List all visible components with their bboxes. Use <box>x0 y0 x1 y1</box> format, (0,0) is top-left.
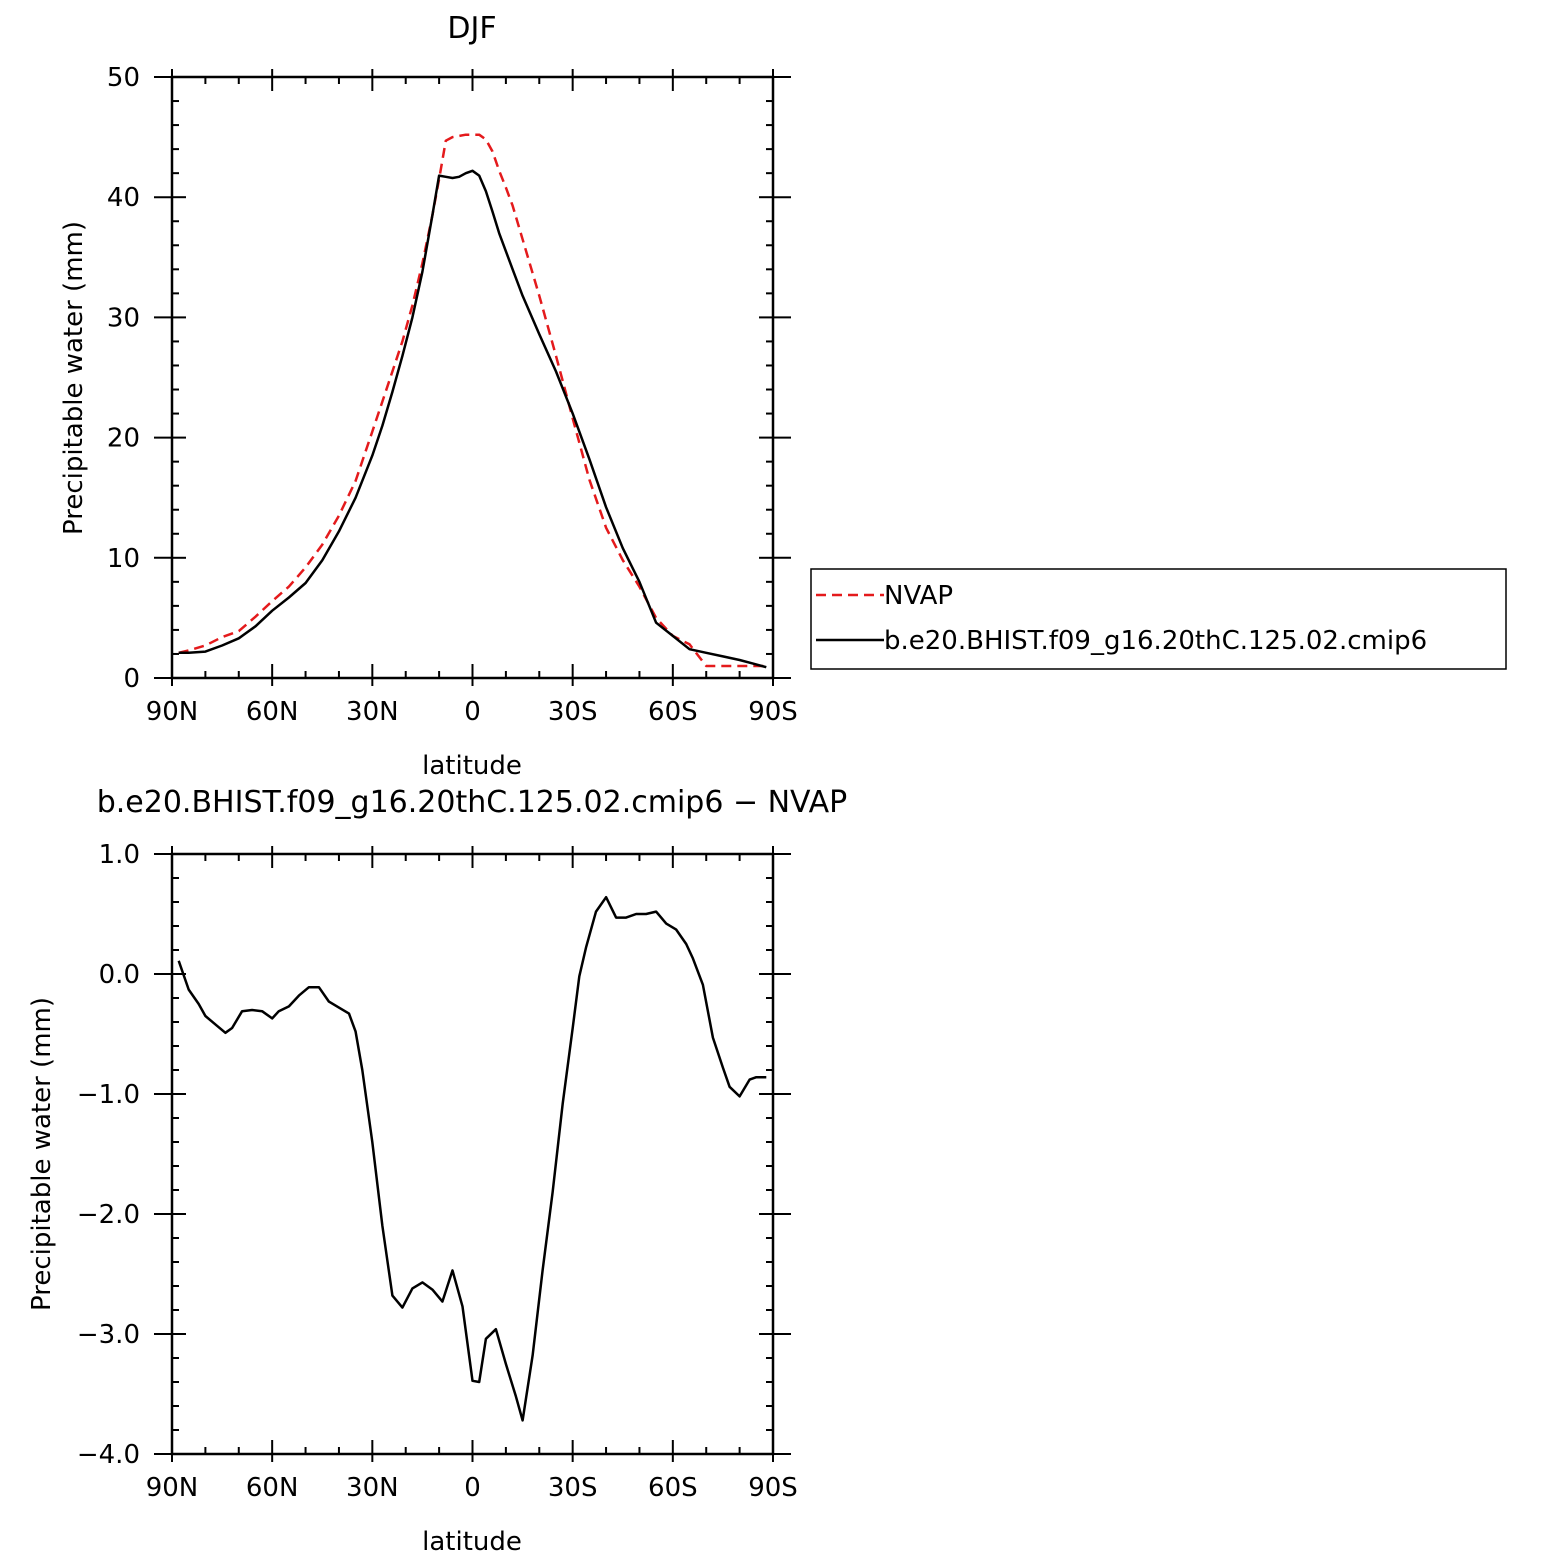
y-tick-label: 10 <box>107 544 140 574</box>
chart-panel-difference: b.e20.BHIST.f09_g16.20thC.125.02.cmip6 −… <box>27 785 847 1557</box>
x-axis-title: latitude <box>422 751 522 781</box>
y-tick-label: 40 <box>107 183 140 213</box>
x-tick-label: 90N <box>146 1473 199 1503</box>
axes: 90N 60N 30N 0 30S 60S 90S 0 10 20 30 40 50 <box>107 63 798 727</box>
x-tick-label: 90N <box>146 697 199 727</box>
y-axis-title: Precipitable water (mm) <box>27 997 57 1311</box>
y-axis-title: Precipitable water (mm) <box>59 221 89 535</box>
legend: NVAP b.e20.BHIST.f09_g16.20thC.125.02.cm… <box>810 568 1507 670</box>
legend-label-nvap: NVAP <box>884 581 953 611</box>
series-line-model <box>178 169 767 669</box>
y-tick-label: 50 <box>107 63 140 93</box>
legend-entry-model: b.e20.BHIST.f09_g16.20thC.125.02.cmip6 <box>816 626 1427 656</box>
chart-panel-djf: DJF Precipitable water (mm) latitude 90N… <box>59 11 1507 781</box>
y-axis-title-wrap: Precipitable water (mm) <box>59 221 89 535</box>
series-line-model <box>177 895 767 1422</box>
x-tick-label: 60S <box>648 697 698 727</box>
y-tick-label: 20 <box>107 424 140 454</box>
plot-frame <box>170 852 775 1456</box>
plot-area <box>178 133 767 669</box>
axes: 90N 60N 30N 0 30S 60S 90S −4.0 −3.0 −2.0 −1.0 0.0 1.… <box>77 840 798 1503</box>
x-tick-label: 0 <box>464 697 481 727</box>
y-tick-label: −4.0 <box>77 1440 140 1470</box>
legend-label-model: b.e20.BHIST.f09_g16.20thC.125.02.cmip6 <box>884 626 1427 656</box>
plot-frame <box>170 75 775 680</box>
y-tick-label: 0.0 <box>99 960 140 990</box>
y-tick-label: 0 <box>123 664 140 694</box>
x-tick-label: 90S <box>748 697 798 727</box>
legend-entry-nvap: NVAP <box>816 581 953 611</box>
x-tick-label: 0 <box>464 1473 481 1503</box>
x-tick-label: 30N <box>346 1473 399 1503</box>
legend-box <box>810 568 1507 670</box>
chart-title: b.e20.BHIST.f09_g16.20thC.125.02.cmip6 −… <box>97 785 848 820</box>
y-axis-title-wrap: Precipitable water (mm) <box>27 997 57 1311</box>
plot-area <box>177 895 767 1422</box>
y-tick-label: −2.0 <box>77 1200 140 1230</box>
y-tick-label: −1.0 <box>77 1080 140 1110</box>
series-line-nvap <box>178 133 767 668</box>
x-tick-label: 30S <box>548 1473 598 1503</box>
y-tick-label: 1.0 <box>99 840 140 870</box>
x-tick-label: 30S <box>548 697 598 727</box>
x-axis-title: latitude <box>422 1527 522 1557</box>
x-tick-label: 60S <box>648 1473 698 1503</box>
x-tick-label: 90S <box>748 1473 798 1503</box>
chart-title: DJF <box>447 11 496 46</box>
y-tick-label: −3.0 <box>77 1320 140 1350</box>
x-tick-label: 30N <box>346 697 399 727</box>
x-tick-label: 60N <box>246 697 299 727</box>
y-tick-label: 30 <box>107 303 140 333</box>
x-tick-label: 60N <box>246 1473 299 1503</box>
